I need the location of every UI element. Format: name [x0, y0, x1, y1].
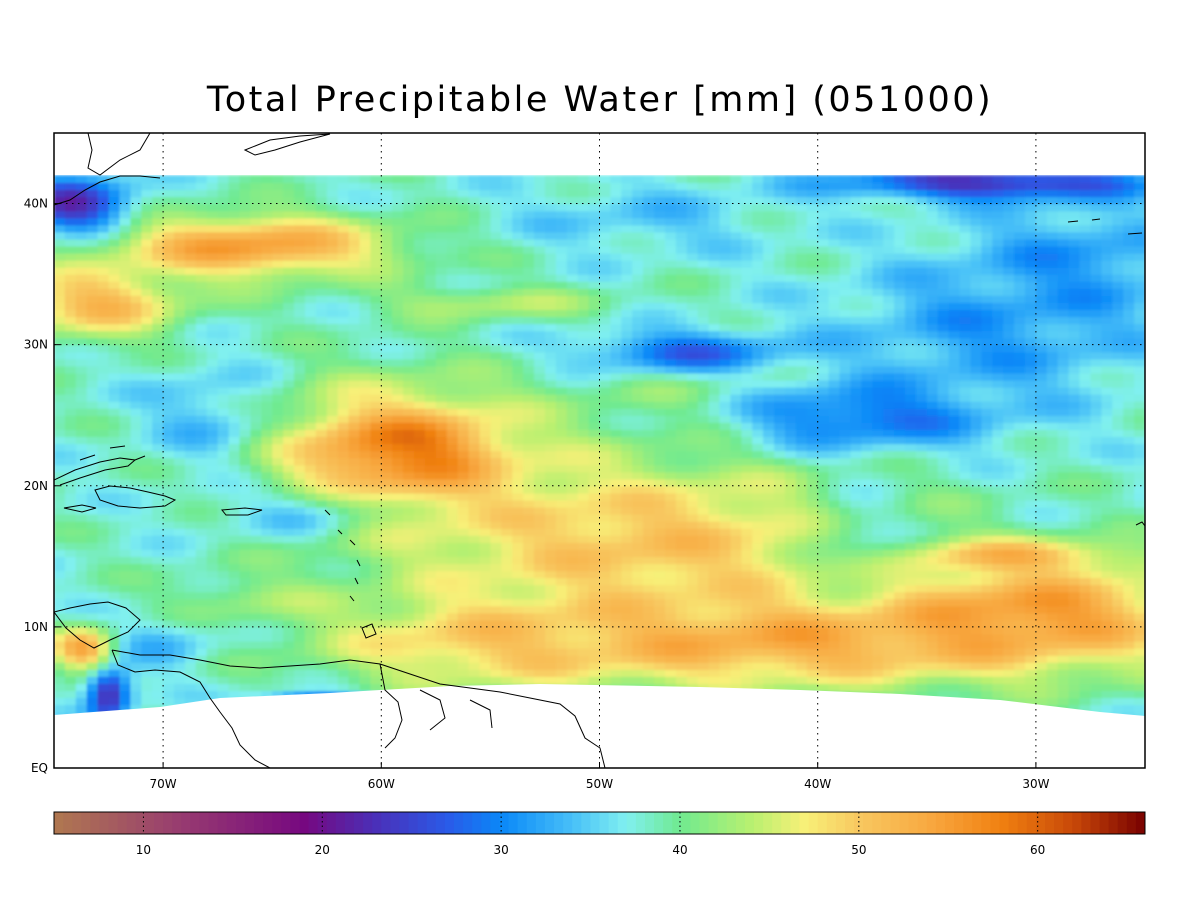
- missing-data-south: [54, 684, 1145, 768]
- graticule: [54, 133, 1145, 768]
- lat-tick-label: 20N: [24, 479, 48, 493]
- colorbar-tick-label: 20: [315, 843, 330, 857]
- lon-tick-label: 50W: [586, 777, 613, 791]
- latitude-axis: 40N 30N 20N 10N EQ: [24, 197, 60, 775]
- coastlines: [54, 133, 1145, 768]
- coastline-bahamas: [79, 445, 146, 461]
- colorbar: 10 20 30 40 50 60: [53, 811, 1146, 857]
- lon-tick-label: 40W: [804, 777, 831, 791]
- colorbar-frame: [53, 811, 1146, 835]
- lat-tick-label: 30N: [24, 338, 48, 352]
- lat-tick-label: EQ: [31, 761, 48, 775]
- lat-tick-label: 40N: [24, 197, 48, 211]
- lat-tick-label: 10N: [24, 620, 48, 634]
- longitude-axis: 70W 60W 50W 40W 30W: [150, 762, 1050, 791]
- coastline-puerto-rico: [221, 507, 263, 516]
- lon-tick-label: 60W: [368, 777, 395, 791]
- coastline-cape-verde: [1135, 521, 1145, 527]
- colorbar-tick-label: 40: [672, 843, 687, 857]
- colorbar-tick-label: 60: [1030, 843, 1045, 857]
- coastline-central-america: [54, 601, 141, 649]
- colorbar-tick-label: 30: [493, 843, 508, 857]
- coastline-nova-scotia: [243, 133, 331, 156]
- coastline-jamaica: [63, 504, 97, 513]
- colorbar-tick-label: 10: [136, 843, 151, 857]
- map-title: Total Precipitable Water [mm] (051000): [206, 80, 994, 120]
- colorbar-cells: [54, 812, 1146, 834]
- coastline-north-america: [54, 133, 161, 206]
- coastline-trinidad: [361, 623, 377, 639]
- colorbar-tick-label: 50: [851, 843, 866, 857]
- lon-tick-label: 70W: [150, 777, 177, 791]
- coastline-lesser-antilles: [324, 509, 361, 602]
- coastline-south-america: [111, 649, 606, 768]
- coastline-azores: [1067, 218, 1143, 235]
- lon-tick-label: 30W: [1022, 777, 1049, 791]
- colorbar-ticks: 10 20 30 40 50 60: [136, 812, 1045, 857]
- coastline-hispaniola: [94, 485, 177, 509]
